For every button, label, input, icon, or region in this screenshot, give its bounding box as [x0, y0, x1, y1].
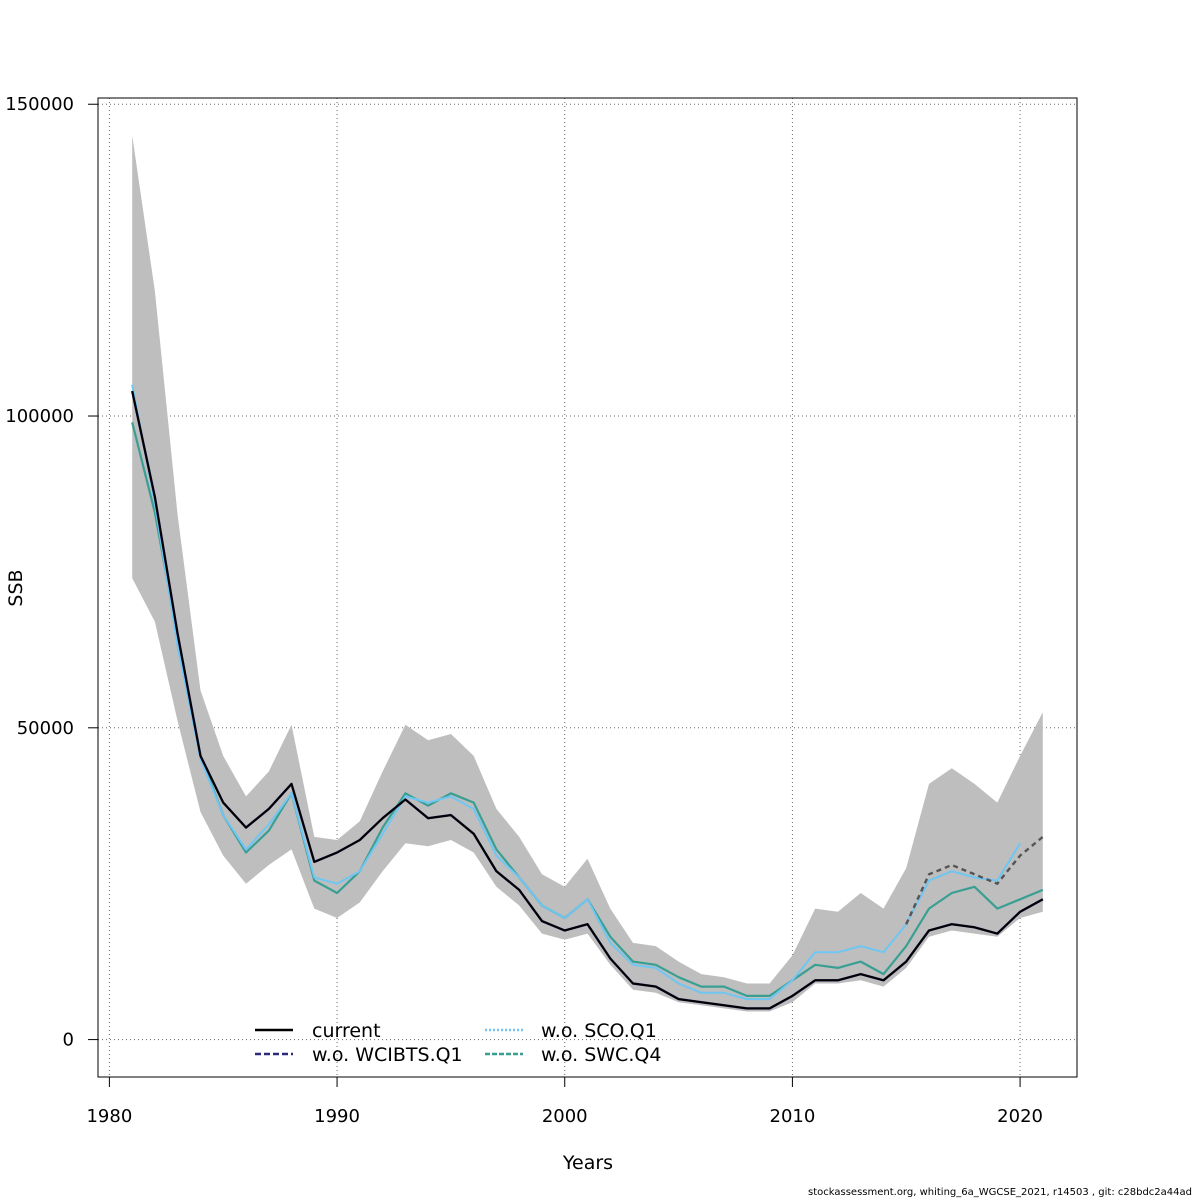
- legend-label: current: [312, 1020, 381, 1042]
- x-tick-label: 2010: [770, 1106, 816, 1127]
- x-tick-label: 1980: [86, 1106, 132, 1127]
- y-tick-label: 0: [63, 1030, 74, 1051]
- legend-label: w.o. WCIBTS.Q1: [312, 1044, 463, 1066]
- y-tick-label: 50000: [17, 718, 74, 739]
- y-axis: 0 50000 100000 150000: [5, 94, 98, 1051]
- x-axis-title: Years: [562, 1152, 613, 1174]
- plot-frame: [97, 97, 1078, 1078]
- series-line-0: [131, 390, 1044, 1010]
- x-tick-label: 2020: [997, 1106, 1043, 1127]
- legend-label: w.o. SWC.Q4: [541, 1044, 661, 1066]
- x-tick-label: 1990: [314, 1106, 360, 1127]
- footer-credit: stockassessment.org, whiting_6a_WGCSE_20…: [808, 1187, 1192, 1198]
- confidence-band: [132, 135, 1043, 1012]
- series-lines: [131, 384, 1044, 1010]
- series-line-2: [131, 384, 1021, 1001]
- legend-label: w.o. SCO.Q1: [541, 1020, 657, 1042]
- y-tick-label: 150000: [5, 94, 74, 115]
- x-tick-label: 2000: [542, 1106, 588, 1127]
- x-axis: 1980 1990 2000 2010 2020: [86, 1077, 1043, 1127]
- series-line-current-overlay: [905, 835, 1044, 925]
- y-tick-label: 100000: [5, 406, 74, 427]
- y-axis-title: SSB: [5, 569, 27, 606]
